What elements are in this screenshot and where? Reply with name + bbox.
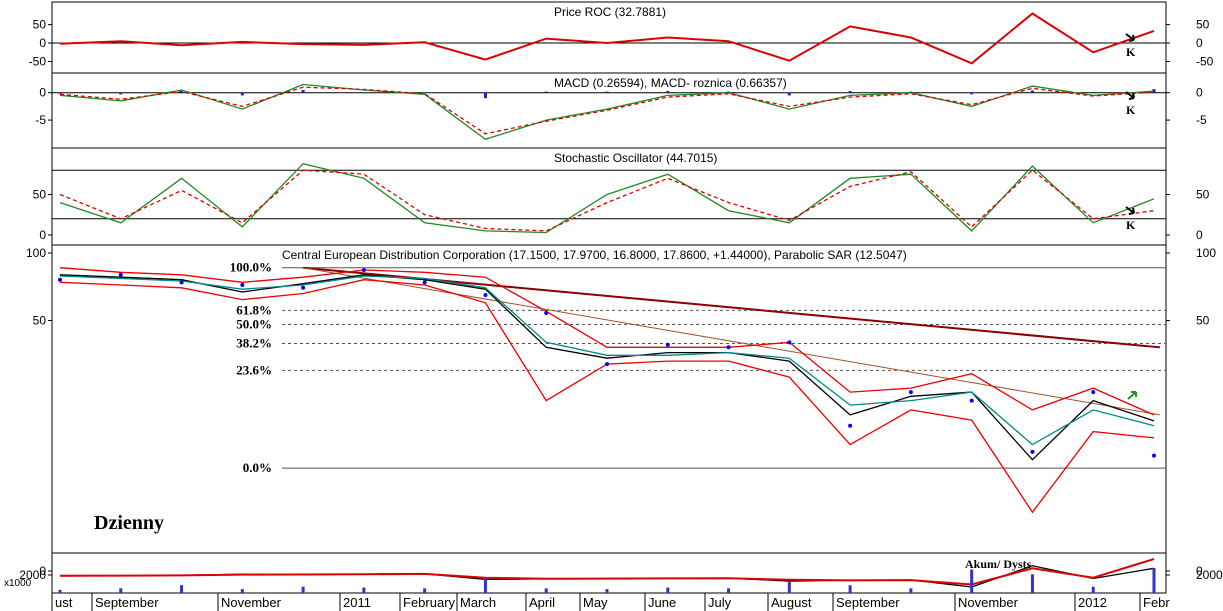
- series-price-parabolic-sar-point: [118, 272, 123, 277]
- series-stoch--k: [59, 162, 1155, 234]
- y-tick-left: 0: [39, 86, 46, 100]
- x-tick-label: July: [708, 595, 732, 610]
- y-tick-right: 50: [1196, 18, 1210, 32]
- x-tick-label: April: [529, 595, 555, 610]
- x-tick-label: November: [221, 595, 282, 610]
- series-price-parabolic-sar-point: [179, 280, 184, 285]
- arrow-down-icon: [1125, 91, 1135, 100]
- arrow-up-icon: [1127, 391, 1137, 400]
- series-macd-signal: [59, 86, 1155, 135]
- series-price-close: [59, 274, 1155, 461]
- y-tick-left: 50: [33, 18, 47, 32]
- series-price-parabolic-sar-point: [301, 285, 306, 290]
- trendline-resistance: [303, 266, 1161, 349]
- panel-macd-title: MACD (0.26594), MACD- roznica (0.66357): [554, 76, 787, 90]
- y-tick-left: 50: [33, 187, 47, 201]
- panel-adl-frame: [51, 552, 1167, 594]
- y-tick-right: 100: [1196, 246, 1216, 260]
- x-tick-label: June: [648, 595, 676, 610]
- series-stoch--d: [59, 169, 1155, 232]
- x-tick-label: May: [583, 595, 608, 610]
- y-tick-right: 0: [1196, 564, 1203, 578]
- series-price-parabolic-sar-point: [726, 345, 731, 350]
- series-price-parabolic-sar-point: [1030, 449, 1035, 454]
- series-price-parabolic-sar-point: [665, 342, 670, 347]
- marker-label: K: [1126, 103, 1136, 117]
- y-tick-right: 50: [1196, 187, 1210, 201]
- series-price-parabolic-sar-point: [1152, 453, 1156, 458]
- panel-roc-title: Price ROC (32.7881): [554, 5, 666, 19]
- panel-stoch-title: Stochastic Oscillator (44.7015): [554, 151, 717, 165]
- y-tick-left: 100: [26, 246, 46, 260]
- arrow-down-icon: [1125, 33, 1135, 42]
- x-tick-label: March: [460, 595, 496, 610]
- y-tick-right: -50: [1196, 54, 1214, 68]
- y-tick-right: 0: [1196, 86, 1203, 100]
- x-tick-label: Febr: [1143, 595, 1170, 610]
- chart-panels: [51, 1, 1167, 594]
- series-roc-price-roc: [59, 12, 1155, 65]
- series-price-bollinger-upper: [59, 267, 1155, 416]
- axis-ticks: ust September November 2011 February March Apr…: [4, 18, 1223, 611]
- series-price-parabolic-sar-point: [1091, 390, 1096, 395]
- x-tick-label: February: [403, 595, 456, 610]
- y-tick-right: 0: [1196, 36, 1203, 50]
- panel-adl-title: Akum/ Dysts: [965, 557, 1032, 571]
- series-price-parabolic-sar-point: [787, 340, 792, 345]
- fib-level-label: 38.2%: [236, 336, 272, 351]
- series-price-parabolic-sar-point: [361, 267, 366, 272]
- y-tick-left: 0: [39, 36, 46, 50]
- fib-level-label: 23.6%: [236, 362, 272, 377]
- series-price-bollinger-lower: [59, 279, 1155, 514]
- panel-price-frame: [51, 244, 1167, 554]
- x-tick-label: November: [958, 595, 1019, 610]
- y-tick-left: -50: [29, 54, 47, 68]
- fib-level-label: 0.0%: [243, 460, 272, 475]
- series-price-parabolic-sar-point: [483, 292, 488, 297]
- y-tick-left: 50: [33, 314, 47, 328]
- marker-label: K: [1126, 218, 1136, 232]
- arrow-down-icon: [1125, 206, 1135, 215]
- trendline-support: [303, 267, 1161, 416]
- x-tick-label: 2011: [343, 595, 371, 610]
- panel-labels: Price ROC (32.7881) K MACD (0.26594), MACD…: [230, 5, 1137, 571]
- marker-label: K: [1126, 45, 1136, 59]
- x-tick-label: September: [836, 595, 900, 610]
- timeframe-label: Dzienny: [94, 512, 164, 534]
- panel-price-title: Central European Distribution Corporatio…: [282, 248, 907, 262]
- series-layer: [58, 12, 1161, 593]
- series-price-parabolic-sar-point: [908, 390, 913, 395]
- series-price-parabolic-sar-point: [848, 423, 853, 428]
- y-tick-left: -5: [35, 113, 46, 127]
- series-price-parabolic-sar-point: [422, 280, 427, 285]
- x-tick-label: ust: [55, 595, 73, 610]
- y-tick-left: 0: [39, 228, 46, 242]
- fib-level-label: 50.0%: [236, 317, 272, 332]
- series-price-moving-average: [59, 275, 1155, 446]
- series-price-parabolic-sar-point: [240, 283, 245, 288]
- x-tick-label: August: [771, 595, 812, 610]
- y-tick-left: 2000: [19, 568, 46, 582]
- y-tick-right: -5: [1196, 113, 1207, 127]
- y-tick-right: 2000: [1196, 568, 1223, 582]
- y-tick-left: 0: [39, 564, 46, 578]
- series-price-parabolic-sar-point: [544, 311, 549, 316]
- fib-level-label: 100.0%: [230, 260, 272, 275]
- series-price-parabolic-sar-point: [969, 398, 974, 403]
- y-tick-right: 0: [1196, 228, 1203, 242]
- fib-level-label: 61.8%: [236, 302, 272, 317]
- y-tick-right: 50: [1196, 314, 1210, 328]
- series-price-parabolic-sar-point: [58, 277, 62, 282]
- series-price-parabolic-sar-point: [605, 362, 609, 367]
- series-macd-macd: [59, 83, 1155, 141]
- x-tick-label: 2012: [1078, 595, 1107, 610]
- x-tick-label: September: [95, 595, 159, 610]
- y-tick-prefix: x1000: [4, 578, 32, 589]
